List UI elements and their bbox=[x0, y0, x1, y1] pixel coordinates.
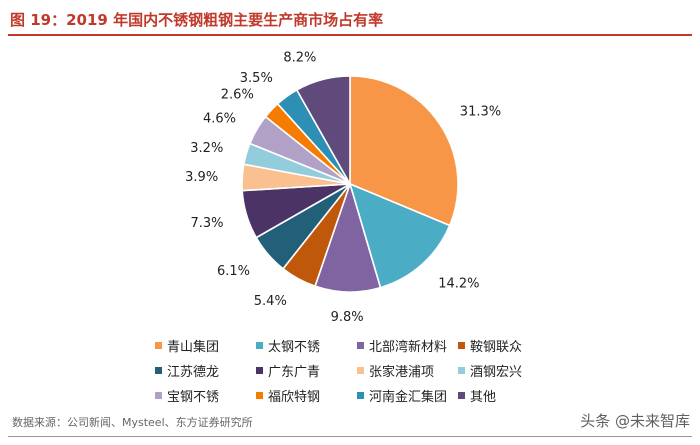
legend-label-9: 宝钢不锈 bbox=[167, 390, 219, 405]
legend-item-3: 北部湾新材料 bbox=[357, 339, 447, 355]
slice-label-4: 5.4% bbox=[254, 294, 287, 309]
legend-label-6: 广东广青 bbox=[268, 365, 320, 380]
legend-label-3: 北部湾新材料 bbox=[369, 339, 447, 355]
legend-item-7: 张家港浦项 bbox=[357, 364, 434, 380]
watermark: 头条 @未来智库 bbox=[580, 412, 690, 430]
legend-item-6: 广东广青 bbox=[256, 365, 320, 380]
legend-swatch-8 bbox=[458, 367, 465, 374]
legend-swatch-6 bbox=[256, 367, 263, 374]
legend-swatch-10 bbox=[256, 392, 263, 399]
legend-item-12: 其他 bbox=[458, 390, 496, 405]
bottom-divider bbox=[8, 436, 692, 437]
legend-label-1: 青山集团 bbox=[167, 339, 219, 355]
slice-label-10: 2.6% bbox=[221, 88, 254, 103]
legend-swatch-7 bbox=[357, 367, 364, 374]
legend-item-5: 江苏德龙 bbox=[155, 364, 219, 380]
legend-label-4: 鞍钢联众 bbox=[470, 339, 522, 355]
legend-item-10: 福欣特钢 bbox=[256, 390, 320, 405]
legend-item-11: 河南金汇集团 bbox=[357, 389, 447, 405]
legend-label-12: 其他 bbox=[470, 390, 496, 405]
slice-label-12: 8.2% bbox=[283, 50, 316, 65]
legend-swatch-2 bbox=[256, 342, 263, 349]
legend-swatch-3 bbox=[357, 342, 364, 349]
slice-label-3: 9.8% bbox=[331, 310, 364, 325]
source-note: 数据来源：公司新闻、Mysteel、东方证券研究所 bbox=[12, 416, 253, 429]
slice-label-1: 31.3% bbox=[460, 105, 501, 120]
legend-swatch-5 bbox=[155, 367, 162, 374]
legend-swatch-12 bbox=[458, 392, 465, 399]
legend-label-7: 张家港浦项 bbox=[369, 364, 434, 380]
slice-label-9: 4.6% bbox=[203, 111, 236, 126]
pie-slice-12 bbox=[295, 75, 351, 188]
legend-swatch-11 bbox=[357, 392, 364, 399]
legend-item-2: 太钢不锈 bbox=[256, 340, 320, 355]
legend-label-11: 河南金汇集团 bbox=[369, 389, 447, 405]
chart-title: 图 19：2019 年国内不锈钢粗钢主要生产商市场占有率 bbox=[10, 11, 384, 29]
legend-item-8: 酒钢宏兴 bbox=[458, 365, 522, 380]
legend-item-9: 宝钢不锈 bbox=[155, 390, 219, 405]
slice-label-2: 14.2% bbox=[438, 276, 479, 291]
slice-label-8: 3.2% bbox=[190, 141, 223, 156]
legend-label-10: 福欣特钢 bbox=[268, 390, 320, 405]
pie-slice-2 bbox=[348, 182, 451, 289]
legend-label-5: 江苏德龙 bbox=[167, 364, 219, 380]
legend-swatch-4 bbox=[458, 342, 465, 349]
slice-label-6: 7.3% bbox=[190, 216, 223, 231]
legend-item-4: 鞍钢联众 bbox=[458, 339, 522, 355]
legend-swatch-9 bbox=[155, 392, 162, 399]
legend-item-1: 青山集团 bbox=[155, 339, 219, 355]
pie-slice-1 bbox=[349, 75, 459, 227]
legend-swatch-1 bbox=[155, 342, 162, 349]
slice-label-7: 3.9% bbox=[185, 170, 218, 185]
legend-label-2: 太钢不锈 bbox=[268, 340, 320, 355]
slice-label-11: 3.5% bbox=[240, 71, 273, 86]
slice-label-5: 6.1% bbox=[217, 264, 250, 279]
title-bar: 图 19：2019 年国内不锈钢粗钢主要生产商市场占有率 bbox=[8, 4, 692, 36]
legend-label-8: 酒钢宏兴 bbox=[470, 365, 522, 380]
